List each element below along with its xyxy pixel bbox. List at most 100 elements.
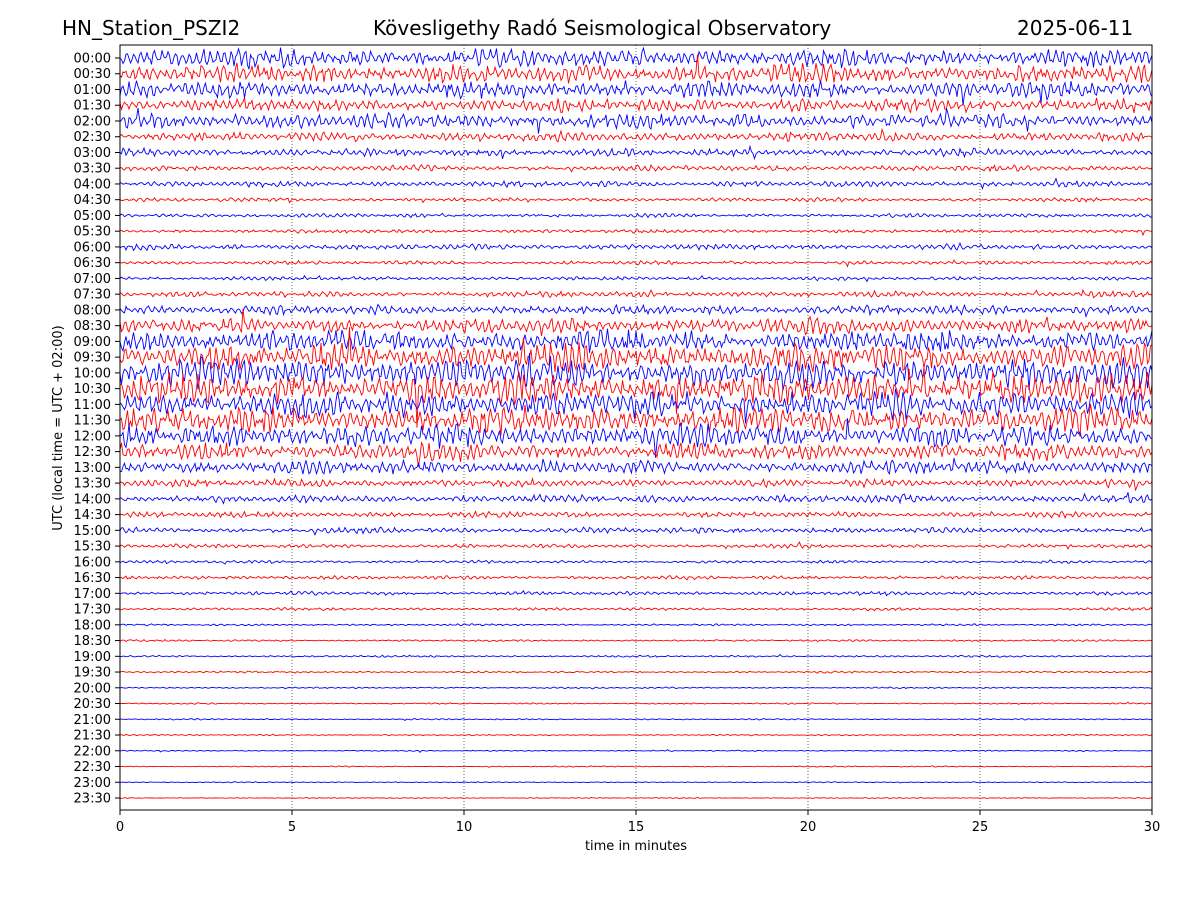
y-tick-label: 17:30 bbox=[74, 603, 111, 618]
y-tick-label: 02:00 bbox=[74, 114, 111, 129]
y-tick-label: 00:30 bbox=[74, 67, 111, 82]
trace-1400 bbox=[119, 492, 1153, 505]
y-tick-label: 03:30 bbox=[74, 162, 111, 177]
trace-0630 bbox=[119, 259, 1153, 268]
y-tick-label: 16:00 bbox=[74, 555, 111, 570]
x-tick-label: 30 bbox=[1144, 820, 1161, 835]
trace-0730 bbox=[119, 288, 1153, 299]
x-tick-label: 0 bbox=[116, 820, 124, 835]
x-tick-label: 10 bbox=[456, 820, 473, 835]
y-tick-label: 04:00 bbox=[74, 177, 111, 192]
trace-1600 bbox=[119, 559, 1153, 565]
trace-0100 bbox=[119, 80, 1153, 106]
x-tick-label: 20 bbox=[800, 820, 817, 835]
trace-1900 bbox=[119, 653, 1153, 658]
y-tick-label: 18:00 bbox=[74, 618, 111, 633]
y-tick-label: 10:30 bbox=[74, 382, 111, 397]
trace-2030 bbox=[119, 701, 1153, 705]
trace-1630 bbox=[120, 574, 1153, 581]
trace-2100 bbox=[119, 718, 1153, 721]
y-tick-label: 07:00 bbox=[74, 272, 111, 287]
y-tick-label: 16:30 bbox=[74, 571, 111, 586]
trace-1330 bbox=[119, 476, 1153, 491]
y-tick-label: 07:30 bbox=[74, 288, 111, 303]
y-tick-label: 11:00 bbox=[74, 398, 111, 413]
y-tick-label: 06:00 bbox=[74, 240, 111, 255]
trace-1200 bbox=[119, 418, 1153, 458]
y-tick-label: 22:30 bbox=[74, 760, 111, 775]
y-tick-label: 09:30 bbox=[74, 351, 111, 366]
chart-title: Kövesligethy Radó Seismological Observat… bbox=[373, 16, 832, 40]
y-tick-label: 05:30 bbox=[74, 225, 111, 240]
y-tick-label: 21:00 bbox=[74, 713, 111, 728]
trace-2130 bbox=[119, 733, 1153, 737]
y-tick-label: 10:00 bbox=[74, 366, 111, 381]
trace-1030 bbox=[119, 366, 1153, 428]
trace-1000 bbox=[119, 352, 1153, 391]
y-tick-label: 23:00 bbox=[74, 776, 111, 791]
x-tick-label: 25 bbox=[972, 820, 989, 835]
trace-0500 bbox=[119, 212, 1153, 219]
trace-0930 bbox=[119, 327, 1153, 373]
y-tick-label: 01:00 bbox=[74, 83, 111, 98]
y-tick-label: 08:30 bbox=[74, 319, 111, 334]
trace-2300 bbox=[119, 781, 1153, 784]
trace-0300 bbox=[119, 144, 1153, 161]
trace-0530 bbox=[119, 228, 1153, 237]
y-tick-label: 18:30 bbox=[74, 634, 111, 649]
y-tick-label: 02:30 bbox=[74, 130, 111, 145]
y-tick-label: 11:30 bbox=[74, 414, 111, 429]
y-tick-label: 01:30 bbox=[74, 99, 111, 114]
y-tick-label: 06:30 bbox=[74, 256, 111, 271]
trace-0830 bbox=[119, 308, 1153, 336]
y-axis-label: UTC (local time = UTC + 02:00) bbox=[51, 325, 66, 530]
trace-0600 bbox=[119, 242, 1153, 252]
x-tick-label: 5 bbox=[288, 820, 296, 835]
trace-0330 bbox=[119, 163, 1153, 173]
y-tick-label: 13:00 bbox=[74, 461, 111, 476]
y-tick-label: 21:30 bbox=[74, 729, 111, 744]
trace-1300 bbox=[119, 457, 1153, 476]
trace-1230 bbox=[119, 441, 1153, 467]
trace-1830 bbox=[119, 639, 1153, 643]
trace-2000 bbox=[119, 686, 1153, 690]
date-label: 2025-06-11 bbox=[1017, 16, 1134, 40]
y-tick-label: 03:00 bbox=[74, 146, 111, 161]
y-tick-label: 19:00 bbox=[74, 650, 111, 665]
trace-2330 bbox=[119, 796, 1153, 800]
y-tick-label: 09:00 bbox=[74, 335, 111, 350]
x-tick-label: 15 bbox=[628, 820, 645, 835]
y-tick-label: 05:00 bbox=[74, 209, 111, 224]
trace-1730 bbox=[120, 606, 1153, 612]
trace-1430 bbox=[119, 510, 1153, 520]
trace-0900 bbox=[119, 328, 1153, 353]
y-tick-label: 23:30 bbox=[74, 792, 111, 807]
y-tick-label: 04:30 bbox=[74, 193, 111, 208]
y-tick-label: 17:00 bbox=[74, 587, 111, 602]
trace-1130 bbox=[119, 403, 1153, 437]
y-tick-label: 00:00 bbox=[74, 52, 111, 67]
trace-2200 bbox=[119, 749, 1153, 753]
y-tick-label: 14:30 bbox=[74, 508, 111, 523]
trace-1500 bbox=[119, 526, 1153, 536]
trace-1930 bbox=[119, 670, 1153, 674]
station-label: HN_Station_PSZI2 bbox=[62, 16, 241, 40]
trace-0400 bbox=[119, 177, 1153, 191]
y-tick-label: 20:00 bbox=[74, 681, 111, 696]
y-tick-label: 08:00 bbox=[74, 303, 111, 318]
y-tick-label: 20:30 bbox=[74, 697, 111, 712]
trace-1530 bbox=[119, 541, 1153, 551]
trace-0430 bbox=[119, 196, 1153, 204]
y-tick-label: 15:30 bbox=[74, 540, 111, 555]
y-tick-label: 22:00 bbox=[74, 744, 111, 759]
trace-2230 bbox=[119, 765, 1153, 768]
x-axis-label: time in minutes bbox=[585, 839, 687, 854]
y-tick-label: 12:30 bbox=[74, 445, 111, 460]
y-tick-label: 12:00 bbox=[74, 429, 111, 444]
y-tick-label: 13:30 bbox=[74, 477, 111, 492]
y-tick-label: 19:30 bbox=[74, 666, 111, 681]
trace-0230 bbox=[119, 128, 1153, 143]
trace-0000 bbox=[119, 46, 1153, 70]
trace-1100 bbox=[119, 388, 1153, 424]
